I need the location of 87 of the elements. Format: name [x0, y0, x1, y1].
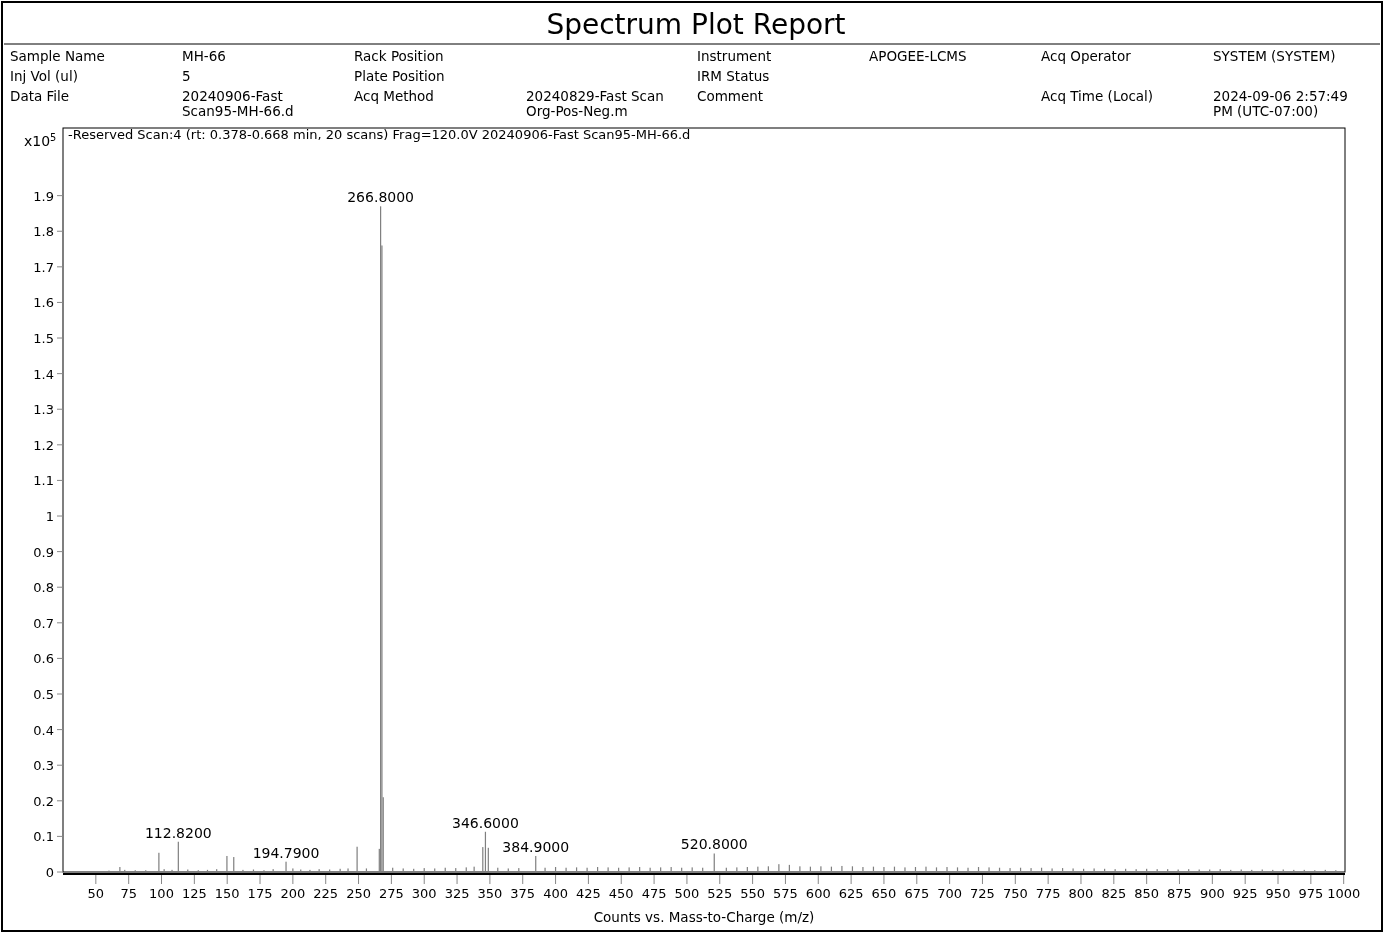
- text: Rack Position: [354, 48, 444, 64]
- x-tick-label: 175: [247, 886, 273, 901]
- x-tick-label: 200: [280, 886, 306, 901]
- x-tick-label: 625: [838, 886, 864, 901]
- x-tick-label: 300: [411, 886, 437, 901]
- text: 2024-09-06 2:57:49 PM (UTC-07:00): [1213, 88, 1348, 119]
- y-tick-label: 0.2: [33, 793, 54, 809]
- x-tick-label: 1000: [1327, 886, 1361, 901]
- x-tick-label: 275: [378, 886, 404, 901]
- x-tick-label: 850: [1134, 886, 1160, 901]
- x-tick-label: 75: [120, 886, 137, 901]
- text: Data File: [10, 88, 70, 104]
- text: IRM Status: [697, 68, 770, 84]
- y-tick-label: 0.4: [33, 722, 54, 738]
- annotation: 384.9000: [502, 838, 570, 855]
- x-tick-label: 900: [1199, 886, 1225, 901]
- y-tick-label: 0.1: [33, 829, 54, 845]
- x-tick-label: 775: [1035, 886, 1061, 901]
- y-tick-label: 1.8: [33, 224, 54, 240]
- x-tick-label: 675: [904, 886, 930, 901]
- text: 20240829-Fast Scan Org-Pos-Neg.m: [526, 88, 664, 119]
- annotation: 266.8000: [347, 189, 415, 206]
- chart-subtitle: -Reserved Scan:4 (rt: 0.378-0.668 min, 20 scans) Frag=120.0V 20240906-Fast Scan95-MH-66.d: [68, 127, 691, 142]
- x-tick-label: 600: [805, 886, 831, 901]
- x-tick-label: 250: [346, 886, 371, 901]
- text: Acq Method: [354, 88, 434, 104]
- x-tick-label: 350: [477, 886, 503, 901]
- y-tick-label: 1.2: [33, 437, 54, 453]
- text: Acq Time (Local): [1041, 88, 1154, 104]
- y-tick-label: 0.5: [33, 687, 54, 703]
- y-tick-label: 1: [45, 509, 54, 525]
- text: APOGEE-LCMS: [869, 48, 967, 64]
- y-tick-label: 0.6: [33, 651, 54, 667]
- x-tick-label: 650: [871, 886, 897, 901]
- x-tick-label: 575: [773, 886, 798, 901]
- x-tick-label: 875: [1167, 886, 1192, 901]
- x-axis-title: Counts vs. Mass-to-Charge (m/z): [593, 909, 815, 925]
- y-tick-label: 0: [45, 865, 54, 880]
- y-tick-label: 1.7: [33, 259, 54, 275]
- x-tick-label: 700: [937, 886, 963, 901]
- x-tick-label: 375: [510, 886, 536, 901]
- x-tick-label: 725: [970, 886, 995, 901]
- text: MH-66: [182, 48, 226, 64]
- x-tick-label: 325: [444, 886, 470, 901]
- x-tick-label: 800: [1068, 886, 1094, 901]
- x-tick-label: 975: [1298, 886, 1324, 901]
- annotation: 112.8200: [144, 824, 212, 841]
- x-tick-label: 425: [576, 886, 601, 901]
- x-tick-label: 525: [707, 886, 733, 901]
- chart-title: Spectrum Plot Report: [546, 8, 846, 41]
- text: Comment: [697, 88, 764, 104]
- text: 5: [182, 68, 191, 84]
- x-tick-label: 150: [214, 886, 240, 901]
- x-tick-label: 500: [674, 886, 700, 901]
- x-tick-label: 100: [149, 886, 174, 901]
- annotation: 520.8000: [680, 836, 748, 853]
- y-tick-label: 0.7: [33, 615, 54, 631]
- y-tick-label: 1.9: [33, 188, 54, 204]
- x-tick-label: 550: [740, 886, 766, 901]
- text: 20240906-Fast Scan95-MH-66.d: [182, 88, 294, 119]
- text: Sample Name: [10, 48, 105, 64]
- x-tick-label: 750: [1002, 886, 1028, 901]
- x-tick-label: 125: [181, 886, 207, 901]
- y-axis-title: x10$^{5}$: [24, 131, 57, 149]
- x-tick-label: 50: [87, 886, 105, 901]
- y-tick-label: 1.4: [33, 366, 54, 382]
- y-tick-label: 1.6: [33, 295, 54, 311]
- x-tick-label: 475: [641, 886, 667, 901]
- x-tick-label: 400: [543, 886, 568, 901]
- y-tick-label: 0.8: [33, 580, 54, 596]
- text: Plate Position: [354, 68, 445, 84]
- annotation: 346.6000: [452, 814, 519, 831]
- x-tick-label: 825: [1101, 886, 1127, 901]
- x-tick-label: 450: [608, 886, 634, 901]
- annotation: 194.7900: [252, 844, 320, 861]
- text: Inj Vol (ul): [10, 68, 78, 84]
- y-tick-label: 0.3: [33, 758, 54, 774]
- y-tick-label: 1.1: [33, 473, 54, 489]
- y-tick-label: 1.3: [33, 402, 54, 418]
- x-tick-label: 950: [1265, 886, 1291, 901]
- text: Instrument: [697, 48, 772, 64]
- x-tick-label: 925: [1232, 886, 1258, 901]
- text: SYSTEM (SYSTEM): [1213, 48, 1336, 64]
- y-tick-label: 0.9: [33, 544, 54, 560]
- y-tick-label: 1.5: [33, 331, 54, 347]
- x-tick-label: 225: [313, 886, 339, 901]
- text: Acq Operator: [1041, 48, 1132, 64]
